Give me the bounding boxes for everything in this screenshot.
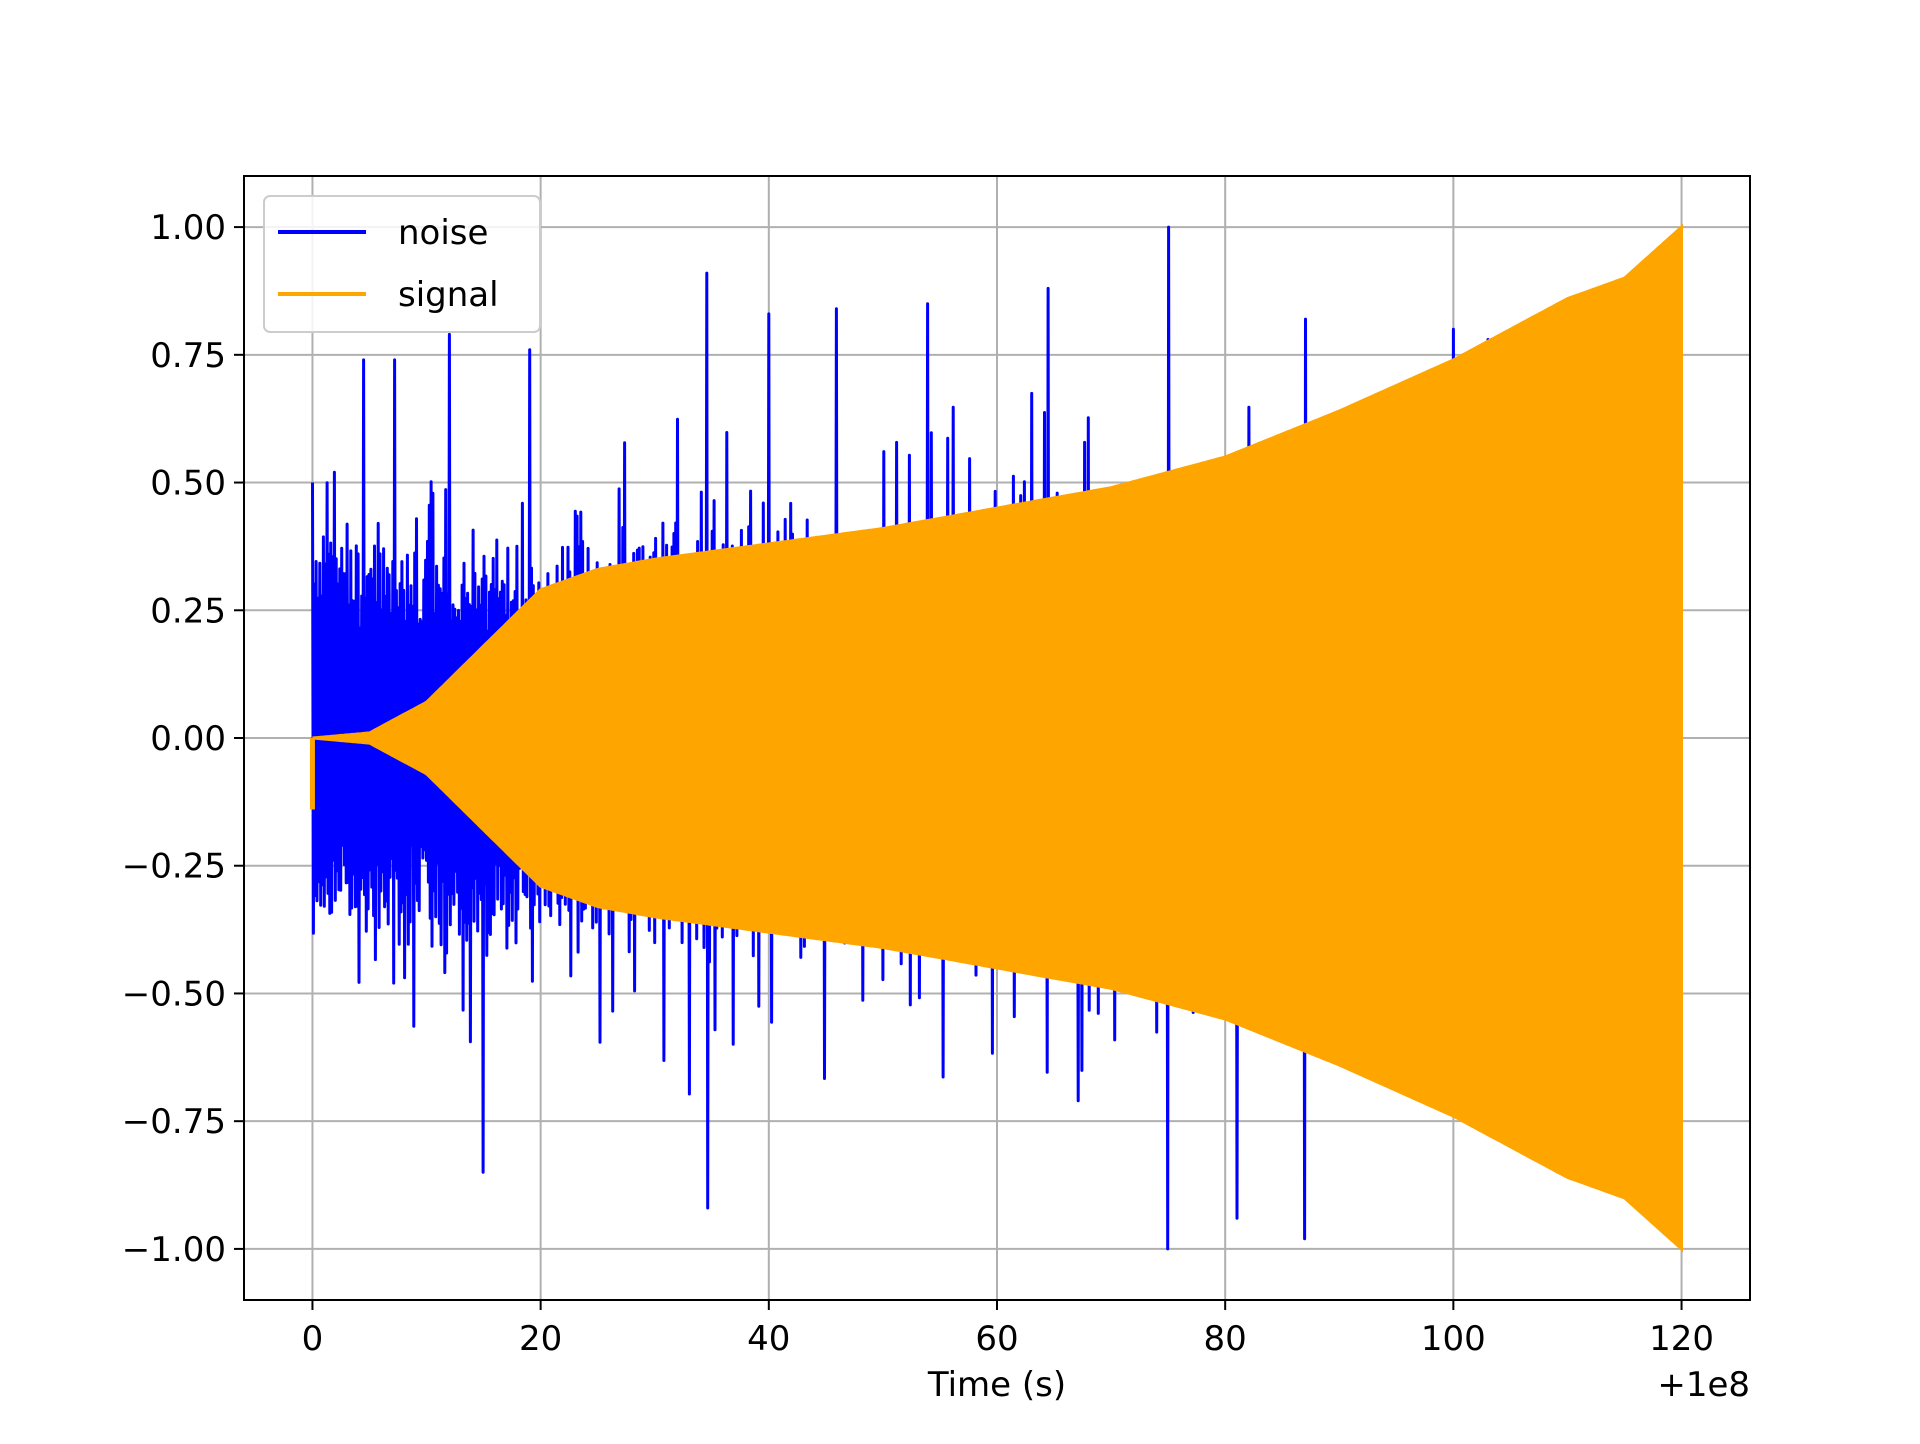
y-tick-label: 0.50	[150, 464, 226, 504]
signal-series	[309, 223, 1683, 1253]
x-tick-label: 0	[302, 1319, 324, 1359]
y-tick-label: 0.00	[150, 719, 226, 759]
legend-label-noise: noise	[398, 213, 488, 253]
y-tick-label: 0.75	[150, 336, 226, 376]
x-tick-label: 20	[519, 1319, 562, 1359]
x-tick-label: 40	[747, 1319, 790, 1359]
y-tick-label: 0.25	[150, 591, 226, 631]
y-axis-ticks: 1.00 0.75 0.50 0.25 0.00 −0.25 −0.50 −0.75 −1.00	[122, 208, 244, 1270]
y-tick-label: −0.50	[122, 974, 226, 1014]
x-axis-label: Time (s)	[927, 1365, 1066, 1405]
legend-label-signal: signal	[398, 275, 499, 315]
x-axis-ticks: 0 20 40 60 80 100 120	[302, 1300, 1714, 1359]
signal-area	[312, 223, 1683, 1253]
x-tick-label: 80	[1204, 1319, 1247, 1359]
y-tick-label: 1.00	[150, 208, 226, 248]
legend: noise signal	[263, 195, 541, 333]
x-tick-label: 60	[975, 1319, 1018, 1359]
x-tick-label: 120	[1649, 1319, 1714, 1359]
x-tick-label: 100	[1421, 1319, 1486, 1359]
y-tick-label: −0.25	[122, 847, 226, 887]
y-tick-label: −1.00	[122, 1230, 226, 1270]
y-tick-label: −0.75	[122, 1102, 226, 1142]
x-axis-offset-label: +1e8	[1657, 1365, 1750, 1405]
